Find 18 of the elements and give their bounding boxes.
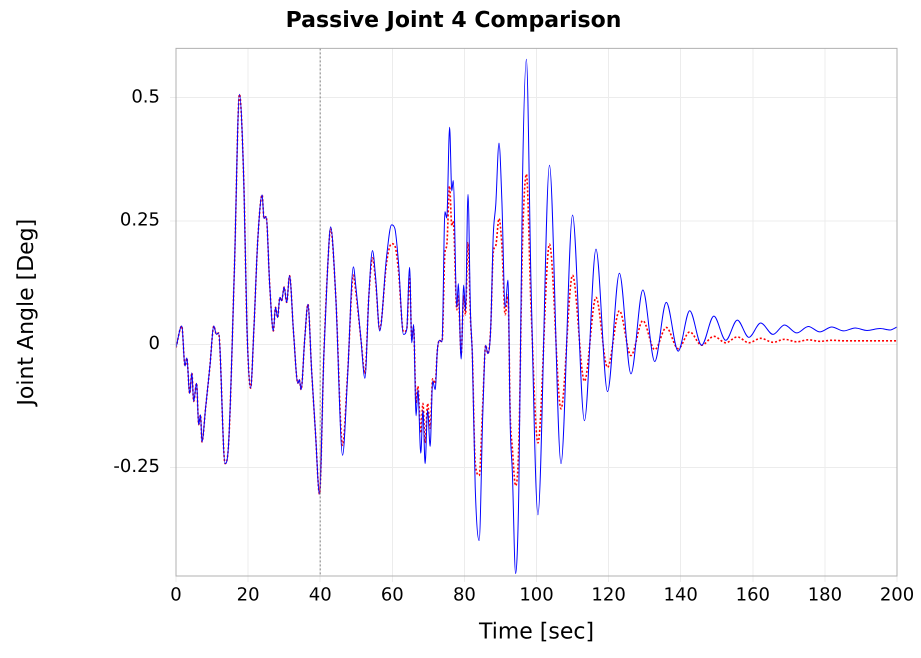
x-tick-label: 180 (808, 584, 842, 606)
x-tick-label: 200 (880, 584, 914, 606)
y-tick-label: 0.25 (120, 210, 160, 231)
x-tick-label: 80 (452, 584, 476, 606)
x-tick-label: 0 (170, 584, 182, 606)
x-axis-title: Time [sec] (478, 620, 594, 645)
y-axis-title: Joint Angle [Deg] (14, 218, 39, 408)
x-tick-label: 100 (519, 584, 554, 606)
y-tick-label: 0 (148, 332, 160, 354)
x-tick-label: 140 (664, 584, 698, 606)
y-tick-label: 0.5 (131, 86, 160, 108)
x-tick-label: 120 (591, 584, 626, 606)
y-tick-label: -0.25 (113, 456, 160, 478)
chart-title: Passive Joint 4 Comparison (286, 8, 622, 33)
x-tick-label: 20 (236, 584, 260, 606)
x-tick-label: 160 (736, 584, 770, 606)
x-tick-label: 40 (308, 584, 332, 606)
x-tick-label: 60 (380, 584, 404, 606)
